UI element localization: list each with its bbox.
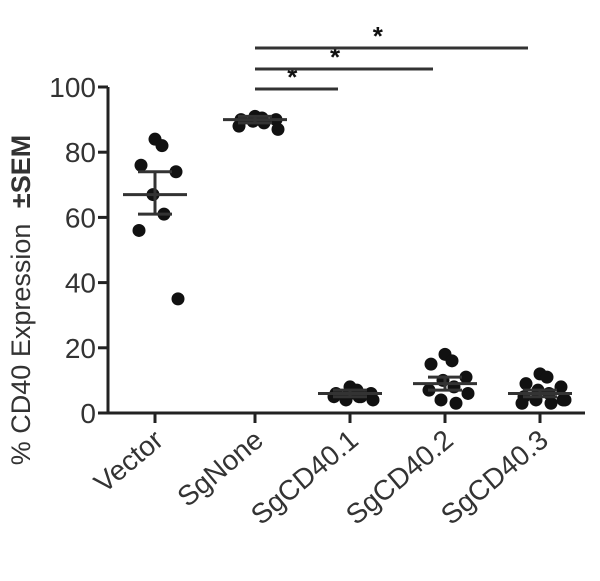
x-category-label: Vector — [88, 424, 169, 499]
data-point — [519, 377, 533, 391]
mean-sem-bars — [123, 114, 572, 399]
y-tick-label: 20 — [65, 333, 96, 364]
y-tick-label: 0 — [80, 398, 96, 429]
significance-star: * — [330, 42, 341, 72]
data-point — [445, 354, 459, 368]
data-points — [132, 109, 572, 410]
data-point — [169, 165, 183, 179]
data-point — [544, 396, 558, 410]
x-category-label: SgCD40.3 — [435, 424, 554, 531]
data-point — [540, 370, 554, 384]
data-point — [515, 396, 529, 410]
y-tick-label: 60 — [65, 202, 96, 233]
significance-star: * — [287, 62, 298, 92]
y-axis-label-main: % CD40 Expression — [6, 224, 36, 466]
data-point — [554, 380, 568, 394]
data-point — [366, 393, 380, 407]
y-axis: 0 20 40 60 80 100 — [49, 72, 110, 429]
data-point — [171, 292, 185, 306]
data-point — [271, 122, 285, 136]
y-tick-label: 40 — [65, 268, 96, 299]
data-point — [558, 393, 572, 407]
data-point — [459, 370, 473, 384]
data-point — [155, 139, 169, 153]
data-point — [134, 158, 148, 172]
data-point — [424, 357, 438, 371]
y-tick-label: 80 — [65, 137, 96, 168]
significance-brackets: * * * — [255, 21, 528, 92]
y-axis-label: % CD40 Expression ±SEM — [6, 135, 36, 465]
data-point — [449, 396, 463, 410]
y-tick-label: 100 — [49, 72, 96, 103]
data-point — [461, 386, 475, 400]
data-point — [434, 393, 448, 407]
y-axis-label-sem: ±SEM — [6, 135, 36, 208]
significance-star: * — [373, 21, 384, 51]
data-point — [132, 223, 146, 237]
